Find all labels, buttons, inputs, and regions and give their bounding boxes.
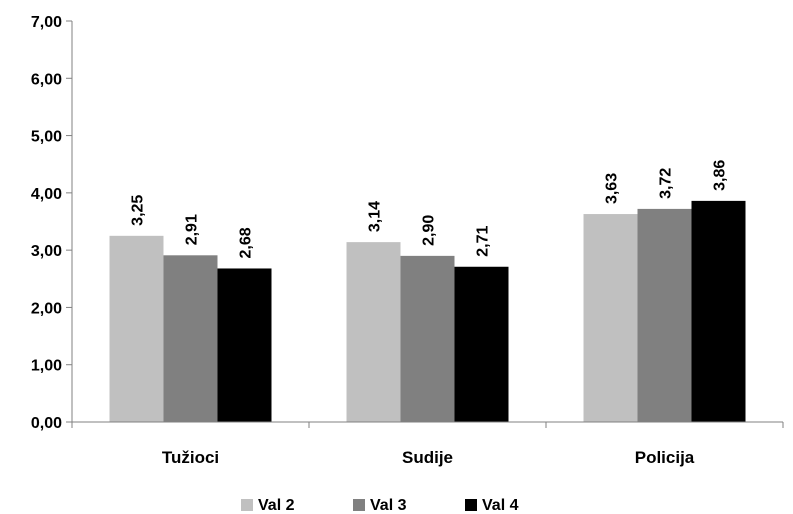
legend-swatch (353, 499, 365, 511)
y-tick-label: 0,00 (31, 415, 62, 432)
y-tick-label: 1,00 (31, 358, 62, 375)
bar (217, 268, 272, 422)
y-tick-label: 6,00 (31, 71, 62, 88)
y-tick-label: 7,00 (31, 14, 62, 31)
y-axis: 0,00 1,00 2,00 3,00 4,00 5,00 6,00 7,00 (31, 14, 73, 432)
bar (163, 255, 218, 422)
bar (637, 208, 692, 422)
bar (583, 214, 638, 422)
bar (346, 242, 401, 422)
data-label: 3,14 (367, 201, 384, 232)
bar (691, 200, 746, 422)
category-label: Tužioci (162, 448, 219, 467)
legend-swatch (241, 499, 253, 511)
data-label: 2,91 (184, 214, 201, 245)
bar (454, 266, 509, 422)
y-tick-label: 4,00 (31, 186, 62, 203)
legend-label: Val 3 (370, 497, 407, 514)
data-label: 2,68 (238, 227, 255, 258)
data-label: 3,63 (604, 173, 621, 204)
data-label: 3,25 (130, 195, 147, 226)
data-label: 3,72 (658, 168, 675, 199)
category-label: Sudije (402, 448, 453, 467)
legend-swatch (465, 499, 477, 511)
y-tick-label: 2,00 (31, 300, 62, 317)
data-label: 2,71 (475, 226, 492, 257)
y-tick-label: 3,00 (31, 243, 62, 260)
data-label: 3,86 (712, 160, 729, 191)
y-tick-label: 5,00 (31, 129, 62, 146)
category-label: Policija (635, 448, 695, 467)
bars: 3,25 2,91 2,68 3,14 2,90 2,71 3,63 3,72 3,86 (109, 160, 746, 422)
legend: Val 2 Val 3 Val 4 (241, 497, 519, 514)
bar (109, 235, 164, 422)
x-axis: Tužioci Sudije Policija (71, 421, 784, 467)
legend-label: Val 4 (482, 497, 519, 514)
legend-label: Val 2 (258, 497, 295, 514)
data-label: 2,90 (421, 215, 438, 246)
bar (400, 255, 455, 422)
